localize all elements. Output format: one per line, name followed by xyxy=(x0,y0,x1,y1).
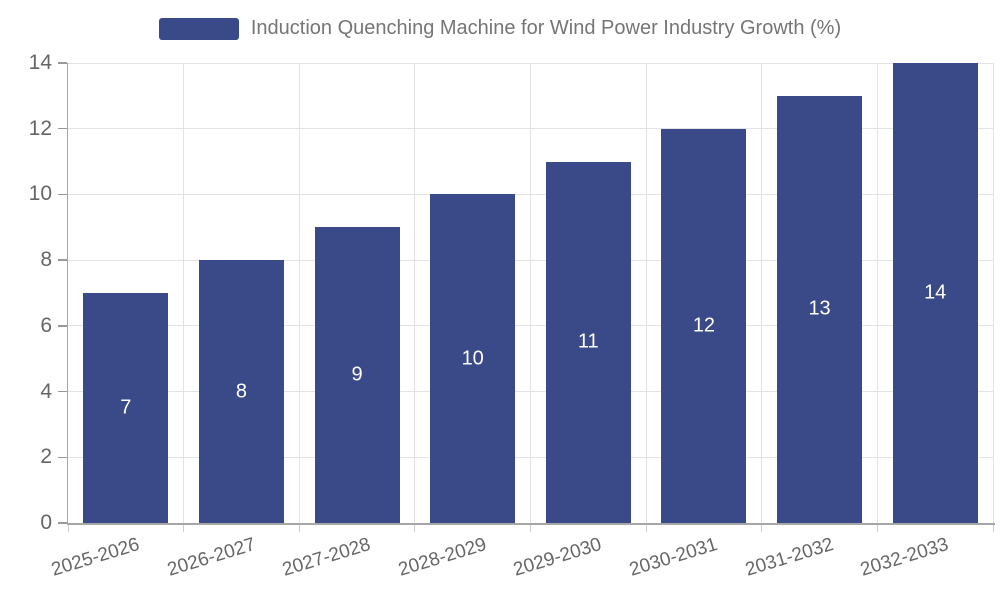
legend-label: Induction Quenching Machine for Wind Pow… xyxy=(250,17,842,39)
x-gridline xyxy=(183,63,185,523)
bar-value-label: 10 xyxy=(461,347,484,370)
x-tick-mark xyxy=(414,525,416,532)
bar-value-label: 14 xyxy=(924,281,947,304)
legend-item[interactable]: Induction Quenching Machine for Wind Pow… xyxy=(0,17,1000,40)
y-axis-tick-label: 14 xyxy=(28,51,52,74)
x-gridline xyxy=(645,63,647,523)
x-tick-mark xyxy=(298,525,300,532)
y-axis-tick-label: 2 xyxy=(40,445,52,469)
x-gridline xyxy=(761,63,763,523)
legend-swatch xyxy=(158,17,239,40)
x-gridline xyxy=(876,63,878,523)
x-tick-mark xyxy=(183,525,185,532)
x-axis-tick-label: 2032-2033 xyxy=(858,534,952,581)
x-tick-mark xyxy=(761,525,763,532)
x-axis-tick-label: 2026-2027 xyxy=(164,534,258,581)
y-tick-mark xyxy=(58,62,67,64)
x-tick-mark xyxy=(67,525,69,532)
x-tick-mark xyxy=(992,525,994,532)
x-gridline xyxy=(530,63,531,523)
y-tick-mark xyxy=(58,522,67,524)
y-tick-mark xyxy=(58,390,67,393)
bar[interactable]: 10 xyxy=(430,194,516,523)
bar-value-label: 13 xyxy=(808,297,831,320)
x-axis-tick-label: 2030-2031 xyxy=(627,534,721,581)
y-tick-mark xyxy=(58,127,67,130)
bar[interactable]: 14 xyxy=(892,63,978,523)
x-tick-mark xyxy=(876,525,878,532)
y-axis-tick-label: 10 xyxy=(28,182,52,206)
y-axis-tick-label: 8 xyxy=(40,248,52,272)
x-gridline xyxy=(414,63,416,523)
x-axis-tick-label: 2031-2032 xyxy=(742,534,836,581)
y-tick-mark xyxy=(58,259,67,261)
bar[interactable]: 8 xyxy=(198,260,284,523)
bar[interactable]: 9 xyxy=(314,227,400,523)
bar-value-label: 9 xyxy=(351,363,363,386)
bar-value-label: 12 xyxy=(692,314,716,337)
y-axis-tick-label: 4 xyxy=(40,379,52,403)
x-gridline xyxy=(298,63,300,523)
bar[interactable]: 11 xyxy=(545,161,631,523)
y-axis-line xyxy=(66,63,68,525)
x-axis-tick-label: 2027-2028 xyxy=(280,534,374,581)
y-axis-tick-label: 0 xyxy=(40,511,52,534)
x-axis-tick-label: 2025-2026 xyxy=(48,534,142,581)
bar-value-label: 11 xyxy=(577,330,599,353)
x-tick-mark xyxy=(645,525,647,532)
bar[interactable]: 7 xyxy=(83,293,169,523)
bar[interactable]: 13 xyxy=(777,95,863,523)
bar-value-label: 7 xyxy=(120,396,132,419)
x-tick-mark xyxy=(530,525,531,532)
x-axis-tick-label: 2029-2030 xyxy=(511,534,605,581)
y-tick-mark xyxy=(58,325,67,327)
x-gridline xyxy=(992,63,994,523)
y-axis-tick-label: 6 xyxy=(40,313,52,337)
x-axis-tick-label: 2028-2029 xyxy=(395,534,489,581)
x-axis-line xyxy=(66,523,995,525)
bar[interactable]: 12 xyxy=(661,128,747,523)
y-tick-mark xyxy=(58,193,67,196)
y-axis-tick-label: 12 xyxy=(28,116,52,140)
bar-value-label: 8 xyxy=(235,380,247,403)
y-tick-mark xyxy=(58,456,67,459)
